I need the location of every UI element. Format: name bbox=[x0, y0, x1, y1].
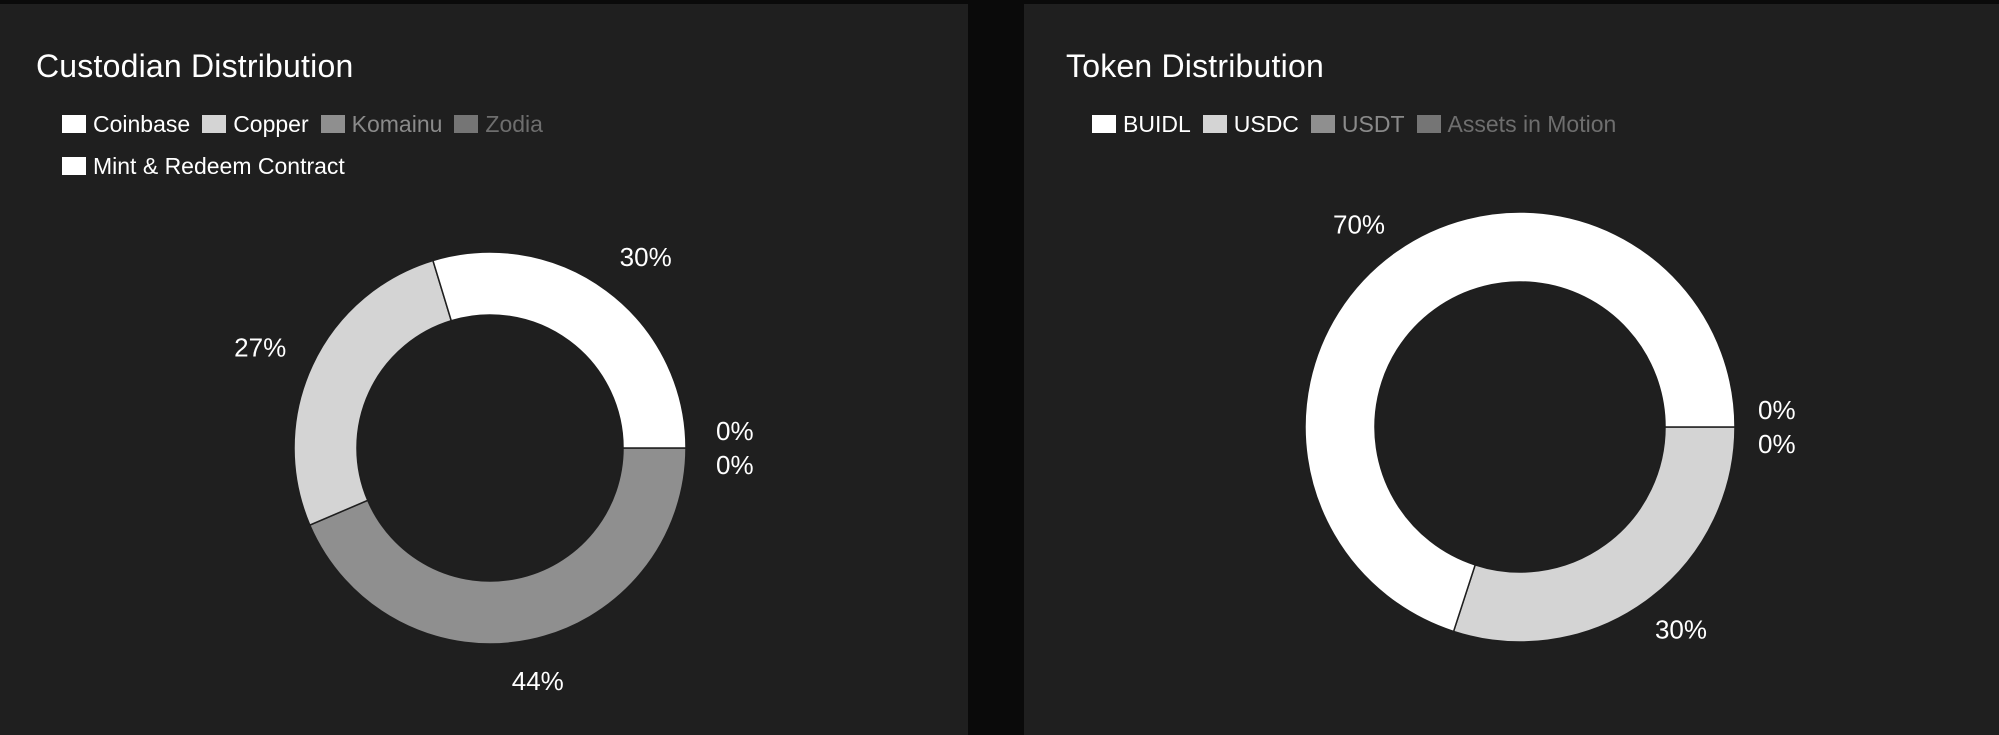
data-label-usdt: 0% bbox=[1758, 395, 1796, 425]
legend-label: Zodia bbox=[485, 110, 543, 137]
legend-swatch bbox=[320, 115, 345, 133]
legend-label: BUIDL bbox=[1123, 110, 1191, 137]
legend-item-buidl[interactable]: BUIDL bbox=[1092, 110, 1191, 138]
legend-item-copper[interactable]: Copper bbox=[202, 110, 309, 138]
legend-swatch bbox=[62, 115, 86, 133]
token-distribution-panel: Token Distribution BUIDL USDC USDT Assets i… bbox=[1024, 4, 1999, 735]
legend-item-usdc[interactable]: USDC bbox=[1202, 110, 1299, 138]
legend-swatch bbox=[62, 157, 86, 175]
legend-item-komainu[interactable]: Komainu bbox=[320, 110, 443, 138]
legend-swatch bbox=[1092, 115, 1116, 133]
chart-legend: Coinbase Copper Komainu Zodia Mint & Redeem … bbox=[62, 110, 702, 194]
slice-copper[interactable] bbox=[293, 259, 453, 527]
legend-item-assets-in-motion[interactable]: Assets in Motion bbox=[1416, 110, 1617, 138]
donut-chart: 30% 70% 0% 0% bbox=[1304, 210, 1796, 644]
data-label-komainu: 44% bbox=[512, 666, 564, 696]
data-label-usdc: 30% bbox=[1655, 614, 1707, 644]
legend-label: Komainu bbox=[351, 110, 443, 137]
legend-swatch bbox=[202, 115, 227, 133]
legend-swatch bbox=[1202, 115, 1227, 133]
data-label-coinbase: 30% bbox=[620, 242, 672, 272]
legend-swatch bbox=[454, 115, 479, 133]
custodian-distribution-panel: Custodian Distribution Coinbase Copper Kom… bbox=[0, 4, 968, 735]
slice-coinbase[interactable] bbox=[431, 251, 687, 449]
legend-swatch bbox=[1416, 115, 1441, 133]
slice-usdc[interactable] bbox=[1452, 426, 1736, 643]
chart-legend: BUIDL USDC USDT Assets in Motion bbox=[1092, 110, 1852, 152]
chart-title: Custodian Distribution bbox=[36, 48, 354, 84]
legend-label: Assets in Motion bbox=[1447, 110, 1617, 137]
legend-label: Coinbase bbox=[93, 110, 191, 137]
slice-buidl[interactable] bbox=[1304, 211, 1736, 633]
data-label-copper: 27% bbox=[234, 333, 286, 363]
legend-swatch bbox=[1310, 115, 1335, 133]
legend-item-coinbase[interactable]: Coinbase bbox=[62, 110, 190, 138]
legend-label: USDC bbox=[1233, 110, 1299, 137]
legend-item-zodia[interactable]: Zodia bbox=[454, 110, 543, 138]
legend-label: USDT bbox=[1341, 110, 1405, 137]
data-label-buidl: 70% bbox=[1333, 210, 1385, 240]
data-label-assets-in-motion: 0% bbox=[1758, 429, 1796, 459]
chart-title: Token Distribution bbox=[1066, 48, 1324, 84]
slice-komainu[interactable] bbox=[308, 447, 687, 645]
legend-item-mint-redeem-contract[interactable]: Mint & Redeem Contract bbox=[62, 152, 345, 180]
data-label-mint-redeem-contract: 0% bbox=[716, 450, 754, 480]
legend-label: Copper bbox=[233, 110, 309, 137]
legend-label: Mint & Redeem Contract bbox=[93, 152, 345, 179]
data-label-zodia: 0% bbox=[716, 416, 754, 446]
legend-item-usdt[interactable]: USDT bbox=[1310, 110, 1405, 138]
donut-chart: 44% 27% 30% 0% 0% bbox=[234, 242, 754, 696]
